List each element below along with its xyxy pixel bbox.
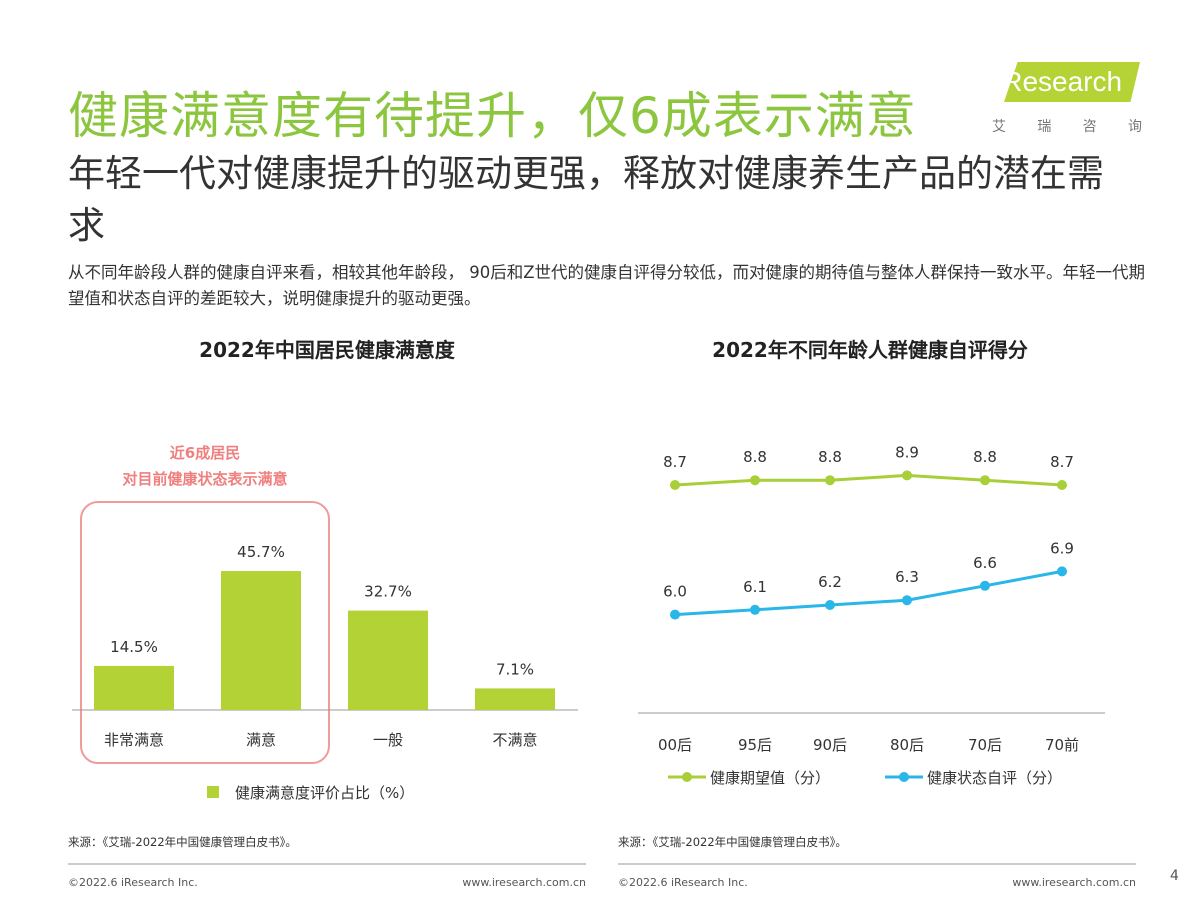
- page-title: 健康满意度有待提升，仅6成表示满意: [68, 87, 917, 145]
- data-label: 6.3: [895, 568, 919, 586]
- url-left[interactable]: www.iresearch.com.cn: [462, 876, 586, 889]
- data-label: 7.1%: [496, 660, 534, 678]
- bar: [221, 571, 301, 710]
- data-point: [902, 595, 912, 606]
- data-point: [825, 600, 835, 610]
- data-point: [825, 475, 835, 486]
- data-label: 8.8: [743, 448, 767, 466]
- legend-label: 健康状态自评（分）: [927, 769, 1062, 787]
- url-right[interactable]: www.iresearch.com.cn: [1012, 876, 1136, 889]
- data-label: 45.7%: [237, 543, 285, 561]
- bar: [475, 688, 555, 710]
- data-label: 6.1: [743, 578, 767, 596]
- x-tick-label: 00后: [658, 736, 692, 754]
- data-point: [902, 470, 912, 481]
- data-point: [980, 580, 990, 591]
- x-tick-label: 非常满意: [104, 731, 164, 749]
- legend-marker: [682, 772, 692, 782]
- logo-text: iResearch: [996, 66, 1123, 97]
- x-tick-label: 满意: [246, 731, 276, 749]
- logo-cn: 瑞: [1037, 119, 1052, 135]
- iresearch-logo: iResearch 艾 瑞 咨 询: [988, 62, 1143, 137]
- data-label: 6.9: [1050, 539, 1074, 557]
- data-label: 14.5%: [110, 638, 158, 656]
- bar-chart-title: 2022年中国居民健康满意度: [199, 338, 455, 362]
- data-label: 6.2: [818, 573, 842, 591]
- bar: [348, 610, 428, 710]
- copyright-left: ©2022.6 iResearch Inc.: [68, 876, 198, 889]
- divider: [68, 863, 586, 865]
- page-number: 4: [1170, 868, 1179, 884]
- highlight-box: [80, 501, 330, 764]
- data-label: 8.7: [663, 453, 687, 471]
- legend-marker: [899, 772, 909, 782]
- data-label: 8.8: [818, 448, 842, 466]
- x-tick-label: 不满意: [492, 731, 537, 749]
- x-tick-label: 一般: [373, 731, 403, 749]
- legend-swatch: [207, 786, 219, 798]
- data-point: [1057, 480, 1067, 490]
- data-point: [750, 475, 760, 486]
- series-line: [674, 473, 1063, 487]
- page-subtitle: 年轻一代对健康提升的驱动更强，释放对健康养生产品的潜在需求: [68, 152, 1104, 247]
- divider: [618, 863, 1136, 865]
- logo-cn: 艾: [992, 119, 1006, 135]
- source-left: 来源：《艾瑞-2022年中国健康管理白皮书》。: [68, 835, 297, 849]
- x-tick-label: 95后: [738, 736, 772, 754]
- data-point: [750, 604, 760, 615]
- source-right: 来源：《艾瑞-2022年中国健康管理白皮书》。: [618, 835, 847, 849]
- legend-label: 健康期望值（分）: [710, 769, 830, 787]
- data-label: 8.7: [1050, 453, 1074, 471]
- data-point: [670, 609, 680, 620]
- data-point: [980, 475, 990, 486]
- data-label: 6.6: [973, 554, 997, 572]
- annotation-line1: 近6成居民: [169, 444, 241, 462]
- data-point: [670, 480, 680, 490]
- annotation: 近6成居民 对目前健康状态表示满意: [80, 440, 330, 492]
- data-point: [1057, 566, 1067, 577]
- data-label: 32.7%: [364, 583, 412, 601]
- x-tick-label: 90后: [813, 736, 847, 754]
- legend-label: 健康满意度评价占比（%）: [235, 784, 414, 802]
- bar: [94, 665, 174, 710]
- series-line: [674, 569, 1063, 617]
- logo-cn: 咨: [1082, 119, 1097, 135]
- data-label: 8.8: [973, 448, 997, 466]
- data-label: 6.0: [663, 583, 687, 601]
- x-tick-label: 80后: [890, 736, 924, 754]
- x-tick-label: 70后: [968, 736, 1002, 754]
- x-tick-label: 70前: [1045, 736, 1079, 754]
- description: 从不同年龄段人群的健康自评来看，相较其他年龄段， 90后和Z世代的健康自评得分较…: [68, 263, 1146, 308]
- data-label: 8.9: [895, 443, 919, 461]
- logo-cn: 询: [1127, 119, 1142, 135]
- line-chart-title: 2022年不同年龄人群健康自评得分: [712, 338, 1028, 362]
- annotation-line2: 对目前健康状态表示满意: [122, 470, 288, 488]
- bar-chart: 14.5% 非常满意 45.7% 满意 32.7% 一般 7.1% 不满意健康满意度评价占比（…: [72, 543, 578, 802]
- line-chart: 00后 95后 90后 80后 70后 70前 8.7 8.8 8.8 8.9 8.8 8.7 健康期望…: [638, 443, 1105, 787]
- copyright-right: ©2022.6 iResearch Inc.: [618, 876, 748, 889]
